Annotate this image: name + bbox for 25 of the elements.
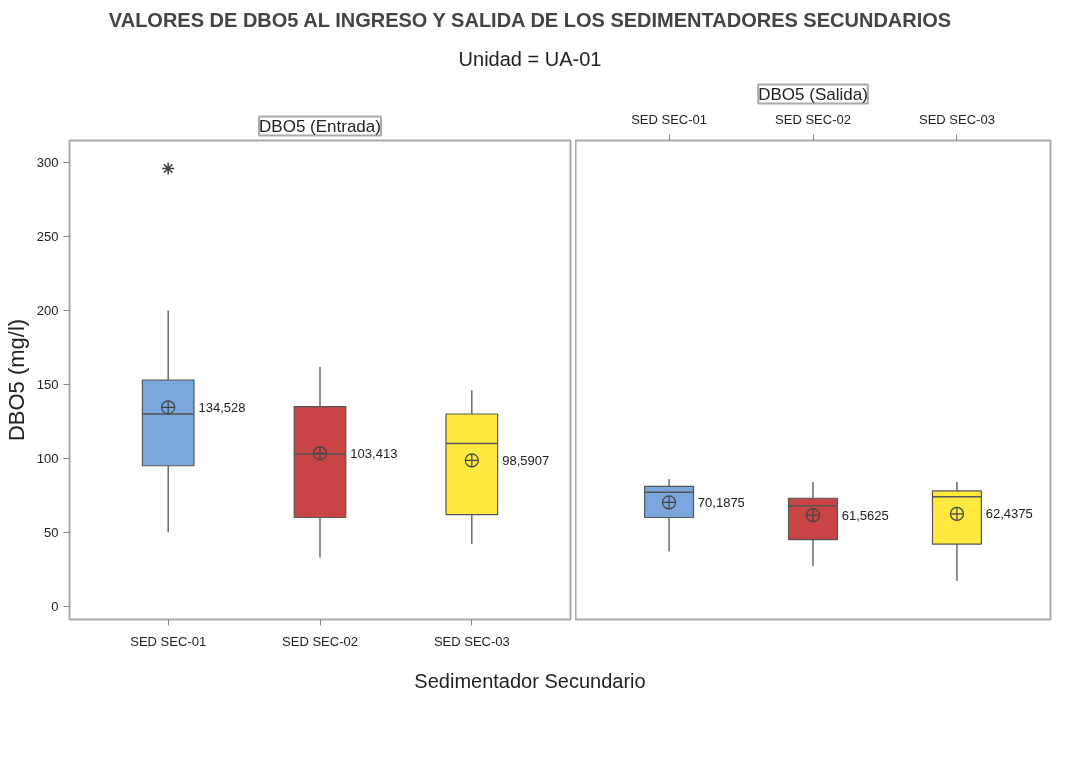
text: 62,4375 xyxy=(985,506,1033,522)
x-tick-label: SED SEC-01 xyxy=(130,633,207,649)
x-tick-label: SED SEC-02 xyxy=(775,111,851,127)
y-tick-label: 0 xyxy=(51,598,59,614)
y-tick-label: 300 xyxy=(36,155,59,171)
text: 98,5907 xyxy=(502,453,550,469)
y-tick-label: 50 xyxy=(44,524,59,540)
text: VALORES DE DBO5 AL INGRESO Y SALIDA DE LOS SEDIMENTADORES SECUNDARIOS xyxy=(108,8,952,33)
text: Unidad = UA-01 xyxy=(458,46,602,72)
x-tick-label: SED SEC-03 xyxy=(433,633,510,649)
x-tick-label: SED SEC-02 xyxy=(282,633,358,649)
y-axis-title: DBO5 (mg/l) xyxy=(3,318,29,442)
text: 70,1875 xyxy=(697,495,745,511)
x-tick-label: SED SEC-01 xyxy=(631,111,708,127)
x-tick-label: SED SEC-03 xyxy=(919,111,995,127)
x-axis-title: Sedimentador Secundario xyxy=(414,669,646,695)
text: 61,5625 xyxy=(841,507,889,523)
chart-title: DBO5 (Salida) xyxy=(758,84,868,104)
text: 134,528 xyxy=(198,399,246,415)
y-tick-label: 250 xyxy=(36,229,59,245)
y-tick-label: 100 xyxy=(36,450,59,466)
y-tick-label: 200 xyxy=(36,303,59,319)
y-tick-label: 150 xyxy=(36,377,59,393)
text: 103,413 xyxy=(350,445,398,461)
chart-title: DBO5 (Entrada) xyxy=(259,116,381,136)
